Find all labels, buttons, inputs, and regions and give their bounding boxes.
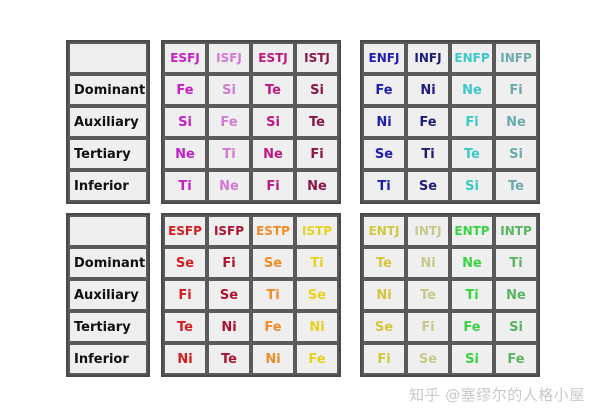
type-header-intp: INTP (494, 215, 538, 247)
function-cell: Ti (251, 279, 295, 311)
function-cell: Te (163, 311, 207, 343)
function-cell: Se (295, 279, 339, 311)
row-label: Auxiliary (68, 106, 148, 138)
type-header-entp: ENTP (450, 215, 494, 247)
function-cell: Ne (295, 170, 339, 202)
function-cell: Ni (251, 343, 295, 375)
row-label: Tertiary (68, 138, 148, 170)
function-cell: Ne (207, 170, 251, 202)
function-cell: Se (406, 170, 450, 202)
function-cell: Fe (406, 106, 450, 138)
function-cell: Se (163, 247, 207, 279)
type-header-esfp: ESFP (163, 215, 207, 247)
function-cell: Ti (406, 138, 450, 170)
type-header-intj: INTJ (406, 215, 450, 247)
type-table-nt: ENTJ INTJ ENTP INTP Te Ni Ne Ti Ni Te Ti Ne Se Fi Fe Si… (360, 213, 540, 377)
function-cell: Te (251, 74, 295, 106)
type-table-sp: ESFP ISFP ESTP ISTP Se Fi Se Ti Fi Se Ti Se Te Ni Fe Ni… (161, 213, 341, 377)
function-cell: Ne (494, 279, 538, 311)
function-cell: Se (251, 247, 295, 279)
type-header-infj: INFJ (406, 42, 450, 74)
row-label: Tertiary (68, 311, 148, 343)
function-cell: Fe (207, 106, 251, 138)
function-cell: Se (362, 138, 406, 170)
function-cell: Fi (450, 106, 494, 138)
function-cell: Fi (295, 138, 339, 170)
function-cell: Ti (450, 279, 494, 311)
type-table-sj: ESFJ ISFJ ESTJ ISTJ Fe Si Te Si Si Fe Si Te Ne Ti Ne Fi… (161, 40, 341, 204)
type-header-esfj: ESFJ (163, 42, 207, 74)
function-cell: Fi (163, 279, 207, 311)
function-cell: Ni (362, 106, 406, 138)
function-cell: Ni (207, 311, 251, 343)
function-cell: Si (450, 343, 494, 375)
function-cell: Ti (207, 138, 251, 170)
function-cell: Se (406, 343, 450, 375)
function-cell: Ni (295, 311, 339, 343)
function-cell: Fi (362, 343, 406, 375)
function-cell: Fe (494, 343, 538, 375)
type-header-istp: ISTP (295, 215, 339, 247)
function-cell: Te (207, 343, 251, 375)
function-cell: Ni (406, 247, 450, 279)
function-cell: Fe (295, 343, 339, 375)
function-cell: Ti (295, 247, 339, 279)
empty-header-cell (68, 215, 148, 247)
row-label: Auxiliary (68, 279, 148, 311)
row-label: Dominant (68, 247, 148, 279)
function-cell: Ni (406, 74, 450, 106)
function-cell: Si (295, 74, 339, 106)
function-cell: Fi (406, 311, 450, 343)
row-label-table-bottom: Dominant Auxiliary Tertiary Inferior (66, 213, 150, 377)
row-label: Dominant (68, 74, 148, 106)
type-header-estj: ESTJ (251, 42, 295, 74)
type-header-isfj: ISFJ (207, 42, 251, 74)
empty-header-cell (68, 42, 148, 74)
function-cell: Si (251, 106, 295, 138)
function-cell: Ne (163, 138, 207, 170)
function-cell: Se (362, 311, 406, 343)
function-cell: Fe (362, 74, 406, 106)
type-table-nf: ENFJ INFJ ENFP INFP Fe Ni Ne Fi Ni Fe Fi Ne Se Ti Te Si… (360, 40, 540, 204)
row-label: Inferior (68, 170, 148, 202)
function-cell: Fe (450, 311, 494, 343)
function-cell: Si (207, 74, 251, 106)
function-cell: Se (207, 279, 251, 311)
function-cell: Te (295, 106, 339, 138)
type-header-enfj: ENFJ (362, 42, 406, 74)
watermark: 知乎 @塞缪尔的人格小屋 (409, 386, 585, 404)
function-cell: Te (494, 170, 538, 202)
function-cell: Ne (450, 247, 494, 279)
function-cell: Ti (362, 170, 406, 202)
function-cell: Ti (163, 170, 207, 202)
function-cell: Si (494, 138, 538, 170)
function-cell: Ni (163, 343, 207, 375)
type-header-isfp: ISFP (207, 215, 251, 247)
function-cell: Fi (207, 247, 251, 279)
function-cell: Ne (450, 74, 494, 106)
function-cell: Si (494, 311, 538, 343)
function-cell: Ne (251, 138, 295, 170)
function-cell: Si (163, 106, 207, 138)
function-cell: Ni (362, 279, 406, 311)
type-header-estp: ESTP (251, 215, 295, 247)
function-cell: Te (362, 247, 406, 279)
function-cell: Fi (251, 170, 295, 202)
function-cell: Te (450, 138, 494, 170)
type-header-enfp: ENFP (450, 42, 494, 74)
function-cell: Te (406, 279, 450, 311)
row-label-table-top: Dominant Auxiliary Tertiary Inferior (66, 40, 150, 204)
function-cell: Ne (494, 106, 538, 138)
function-cell: Fi (494, 74, 538, 106)
function-cell: Fe (163, 74, 207, 106)
function-cell: Si (450, 170, 494, 202)
function-cell: Fe (251, 311, 295, 343)
row-label: Inferior (68, 343, 148, 375)
function-cell: Ti (494, 247, 538, 279)
type-header-infp: INFP (494, 42, 538, 74)
type-header-entj: ENTJ (362, 215, 406, 247)
type-header-istj: ISTJ (295, 42, 339, 74)
